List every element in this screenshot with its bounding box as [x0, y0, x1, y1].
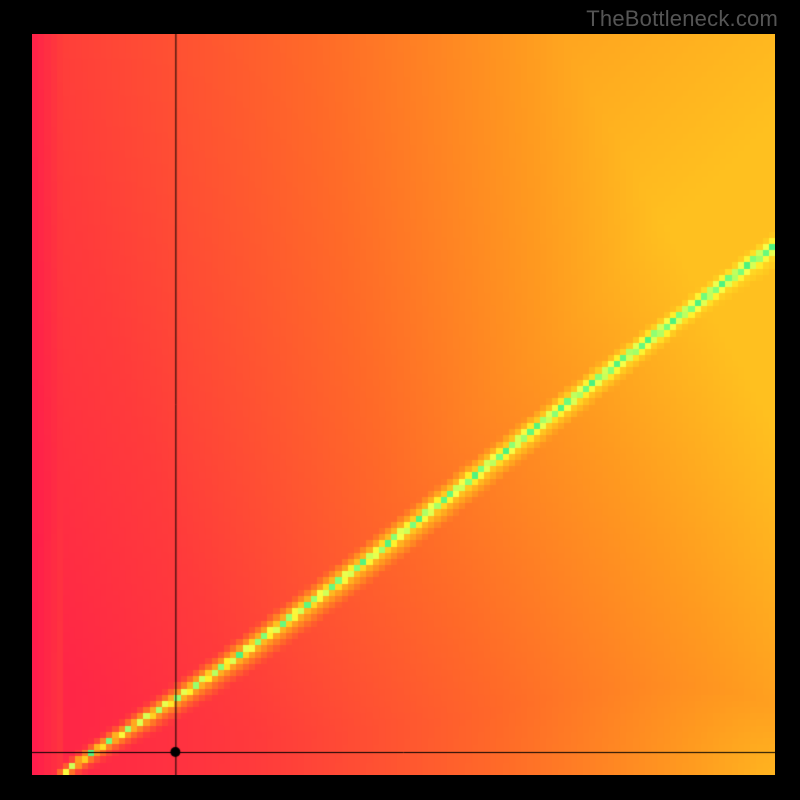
- chart-container: TheBottleneck.com: [0, 0, 800, 800]
- watermark-label: TheBottleneck.com: [586, 6, 778, 32]
- heatmap-canvas: [32, 34, 775, 775]
